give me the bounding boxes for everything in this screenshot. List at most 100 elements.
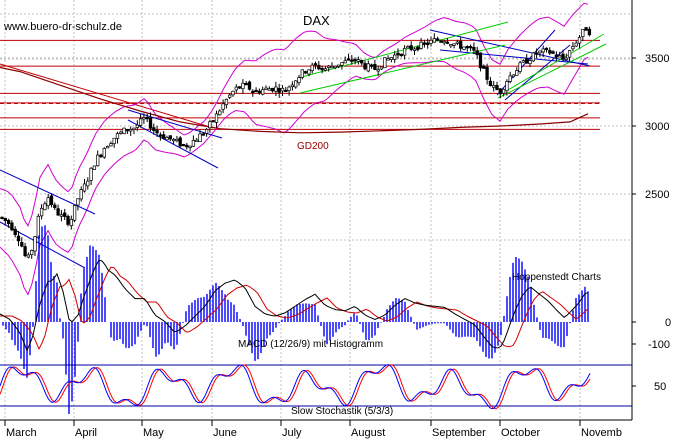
stoch-slow-line [0,364,591,410]
candle [340,62,344,70]
trend-line-green-2 [497,43,607,99]
candle [224,98,229,109]
candle [313,61,318,70]
candle [53,202,57,211]
candle [561,49,565,62]
candle [495,81,499,91]
candle [13,226,17,238]
candle [439,39,443,43]
candle [254,87,258,93]
candle [10,220,14,232]
candle [46,194,50,210]
candle [221,99,225,114]
candle [69,215,73,230]
candle [327,64,331,72]
candle [435,36,440,42]
candle [551,50,555,55]
candle [152,123,156,135]
candle [0,216,4,220]
candle [320,65,324,74]
candle [290,81,295,91]
candle [459,36,463,52]
candle [201,131,205,136]
candle [432,33,436,43]
y-axis: 3500 3000 2500 0 -100 50 [632,53,671,393]
candle [162,130,166,140]
candle [89,167,93,185]
bollinger-lower [0,56,589,296]
candle [284,86,288,93]
candle [346,53,351,61]
candle [541,45,545,58]
candle [214,110,219,128]
candle [33,236,37,257]
macd-panel [0,225,589,414]
stoch-tick-label-0: 50 [654,381,666,393]
candle [26,252,31,259]
candle [581,29,585,42]
candle [178,136,182,149]
trend-line-blue-3 [127,119,219,169]
candle [129,126,133,136]
candle [323,66,328,72]
candle [558,51,562,58]
candle [442,39,446,46]
watermark: www.buero-dr-schulz.de [3,21,122,33]
candle [20,237,24,248]
x-axis: March April May June July August September Octo… [4,420,622,439]
candle [373,59,377,71]
candle [261,86,265,96]
candle [343,56,347,64]
macd-tick-label-0: 0 [665,317,671,329]
candle [277,83,281,98]
y-tick-label-2: 2500 [645,189,669,201]
ma-label: GD200 [297,141,329,152]
candle [96,150,100,167]
candle [228,93,232,100]
candle [419,38,423,50]
candle [43,201,47,211]
candle [307,69,311,77]
candle [6,218,11,228]
candle [280,85,285,96]
candle [379,66,384,70]
candle [231,90,235,97]
candle [264,85,268,90]
candle [356,56,361,65]
candle [294,80,298,89]
candle [92,165,97,170]
candle [76,198,80,211]
candle [168,135,172,142]
macd-line [0,259,589,352]
candle [109,141,113,147]
candle [188,145,192,152]
candle [353,57,357,65]
candle [330,62,334,69]
candle [59,210,64,222]
stoch-fast-line [0,364,591,410]
candle [567,50,572,62]
candle [412,47,417,56]
candle [574,40,578,47]
candle [234,84,238,93]
candle [452,43,456,49]
grid [0,0,633,421]
candle [30,249,34,259]
x-tick-label-1: April [75,427,97,439]
candle [317,61,321,71]
candle [310,62,314,74]
candle [79,186,83,202]
candle [505,79,509,96]
stochastic-label: Slow Stochastik (5/3/3) [291,406,393,417]
candle [426,38,430,49]
candle [511,74,516,78]
candle [482,64,486,69]
candle [521,59,526,63]
candle [270,87,275,93]
candle [544,47,549,53]
y-tick-label-0: 3500 [645,53,669,65]
candle [148,112,153,132]
moving-average-200 [0,66,589,134]
y-tick-label-1: 3000 [645,121,669,133]
credit-label: Hoppenstedt Charts [512,272,601,283]
